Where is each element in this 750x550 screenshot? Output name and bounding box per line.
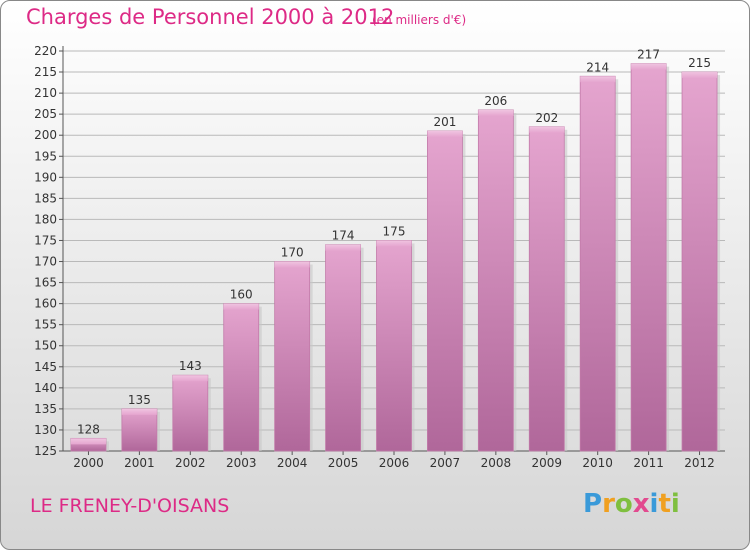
location-name: LE FRENEY-D'OISANS	[30, 495, 230, 517]
x-tick-label: 2012	[684, 456, 715, 470]
y-tick-label: 185	[34, 191, 57, 205]
bar-value-label: 174	[332, 229, 355, 243]
y-tick-label: 165	[34, 276, 57, 290]
y-tick-label: 160	[34, 297, 57, 311]
y-tick-label: 125	[34, 444, 57, 458]
logo-letter: P	[583, 489, 603, 519]
bar-value-label: 135	[128, 393, 151, 407]
y-tick-label: 130	[34, 423, 57, 437]
bar	[477, 109, 514, 452]
bar-highlight	[274, 261, 310, 268]
chart-subtitle: (en milliers d'€)	[372, 13, 467, 27]
bar	[528, 126, 565, 452]
bar	[223, 303, 260, 452]
logo-letter: x	[632, 489, 650, 519]
y-tick-label: 205	[34, 107, 57, 121]
bar-value-label: 128	[77, 422, 100, 436]
y-tick-label: 150	[34, 339, 57, 353]
x-tick-label: 2005	[328, 456, 359, 470]
y-tick-label: 220	[34, 44, 57, 58]
x-tick-label: 2011	[633, 456, 664, 470]
bar-highlight	[121, 408, 157, 415]
y-tick-label: 145	[34, 360, 57, 374]
bar-value-label: 214	[586, 60, 609, 74]
bar-value-label: 160	[230, 288, 253, 302]
x-tick-label: 2009	[531, 456, 562, 470]
bar-value-label: 175	[383, 224, 406, 238]
bar	[681, 71, 718, 452]
x-tick-label: 2000	[73, 456, 104, 470]
bar-highlight	[223, 303, 259, 310]
x-tick-label: 2003	[226, 456, 257, 470]
x-tick-label: 2007	[430, 456, 461, 470]
logo-letter: o	[614, 489, 633, 519]
y-tick-label: 170	[34, 255, 57, 269]
bar-highlight	[682, 72, 718, 79]
bar-highlight	[580, 76, 616, 83]
bar	[579, 75, 616, 452]
x-tick-label: 2001	[124, 456, 155, 470]
y-tick-label: 190	[34, 170, 57, 184]
y-tick-label: 210	[34, 86, 57, 100]
bar-value-label: 217	[637, 48, 660, 62]
bar	[274, 261, 311, 452]
bar-highlight	[376, 240, 412, 247]
bar-highlight	[478, 109, 514, 116]
bar-value-label: 170	[281, 246, 304, 260]
y-tick-label: 140	[34, 381, 57, 395]
bar	[376, 240, 412, 452]
bar-value-label: 202	[535, 111, 558, 125]
x-tick-label: 2006	[379, 456, 410, 470]
bar-value-label: 206	[484, 94, 507, 108]
bars	[70, 63, 721, 452]
bar-highlight	[70, 438, 106, 445]
bar	[630, 63, 667, 452]
logo-letter: i	[670, 489, 680, 519]
bar-highlight	[427, 131, 463, 137]
logo-letter: i	[649, 489, 659, 519]
logo-letter: t	[658, 489, 671, 519]
y-tick-label: 200	[34, 128, 57, 142]
bar	[172, 374, 209, 452]
y-tick-label: 175	[34, 233, 57, 247]
x-tick-label: 2004	[277, 456, 308, 470]
y-tick-label: 180	[34, 212, 57, 226]
bar-value-label: 201	[433, 115, 456, 129]
bar-highlight	[172, 375, 208, 382]
logo-letter: r	[602, 489, 615, 519]
bar-highlight	[529, 126, 565, 133]
bar-highlight	[325, 244, 361, 251]
proxiti-logo[interactable]: Proxiti	[583, 489, 680, 519]
bar-highlight	[631, 63, 667, 70]
y-tick-label: 155	[34, 318, 57, 332]
bar-value-label: 143	[179, 359, 202, 373]
chart-title: Charges de Personnel 2000 à 2012	[26, 5, 395, 29]
y-tick-label: 135	[34, 402, 57, 416]
y-tick-label: 195	[34, 149, 57, 163]
x-tick-label: 2008	[481, 456, 512, 470]
bar-value-label: 215	[688, 56, 711, 70]
y-tick-label: 215	[34, 65, 57, 79]
x-tick-label: 2010	[582, 456, 613, 470]
labels: 125 130 135 140 145 150 155 160 165 170 175 180 185 1…	[34, 44, 715, 470]
bar	[325, 244, 361, 452]
bar	[427, 130, 463, 452]
bar	[121, 408, 158, 452]
x-tick-label: 2002	[175, 456, 206, 470]
